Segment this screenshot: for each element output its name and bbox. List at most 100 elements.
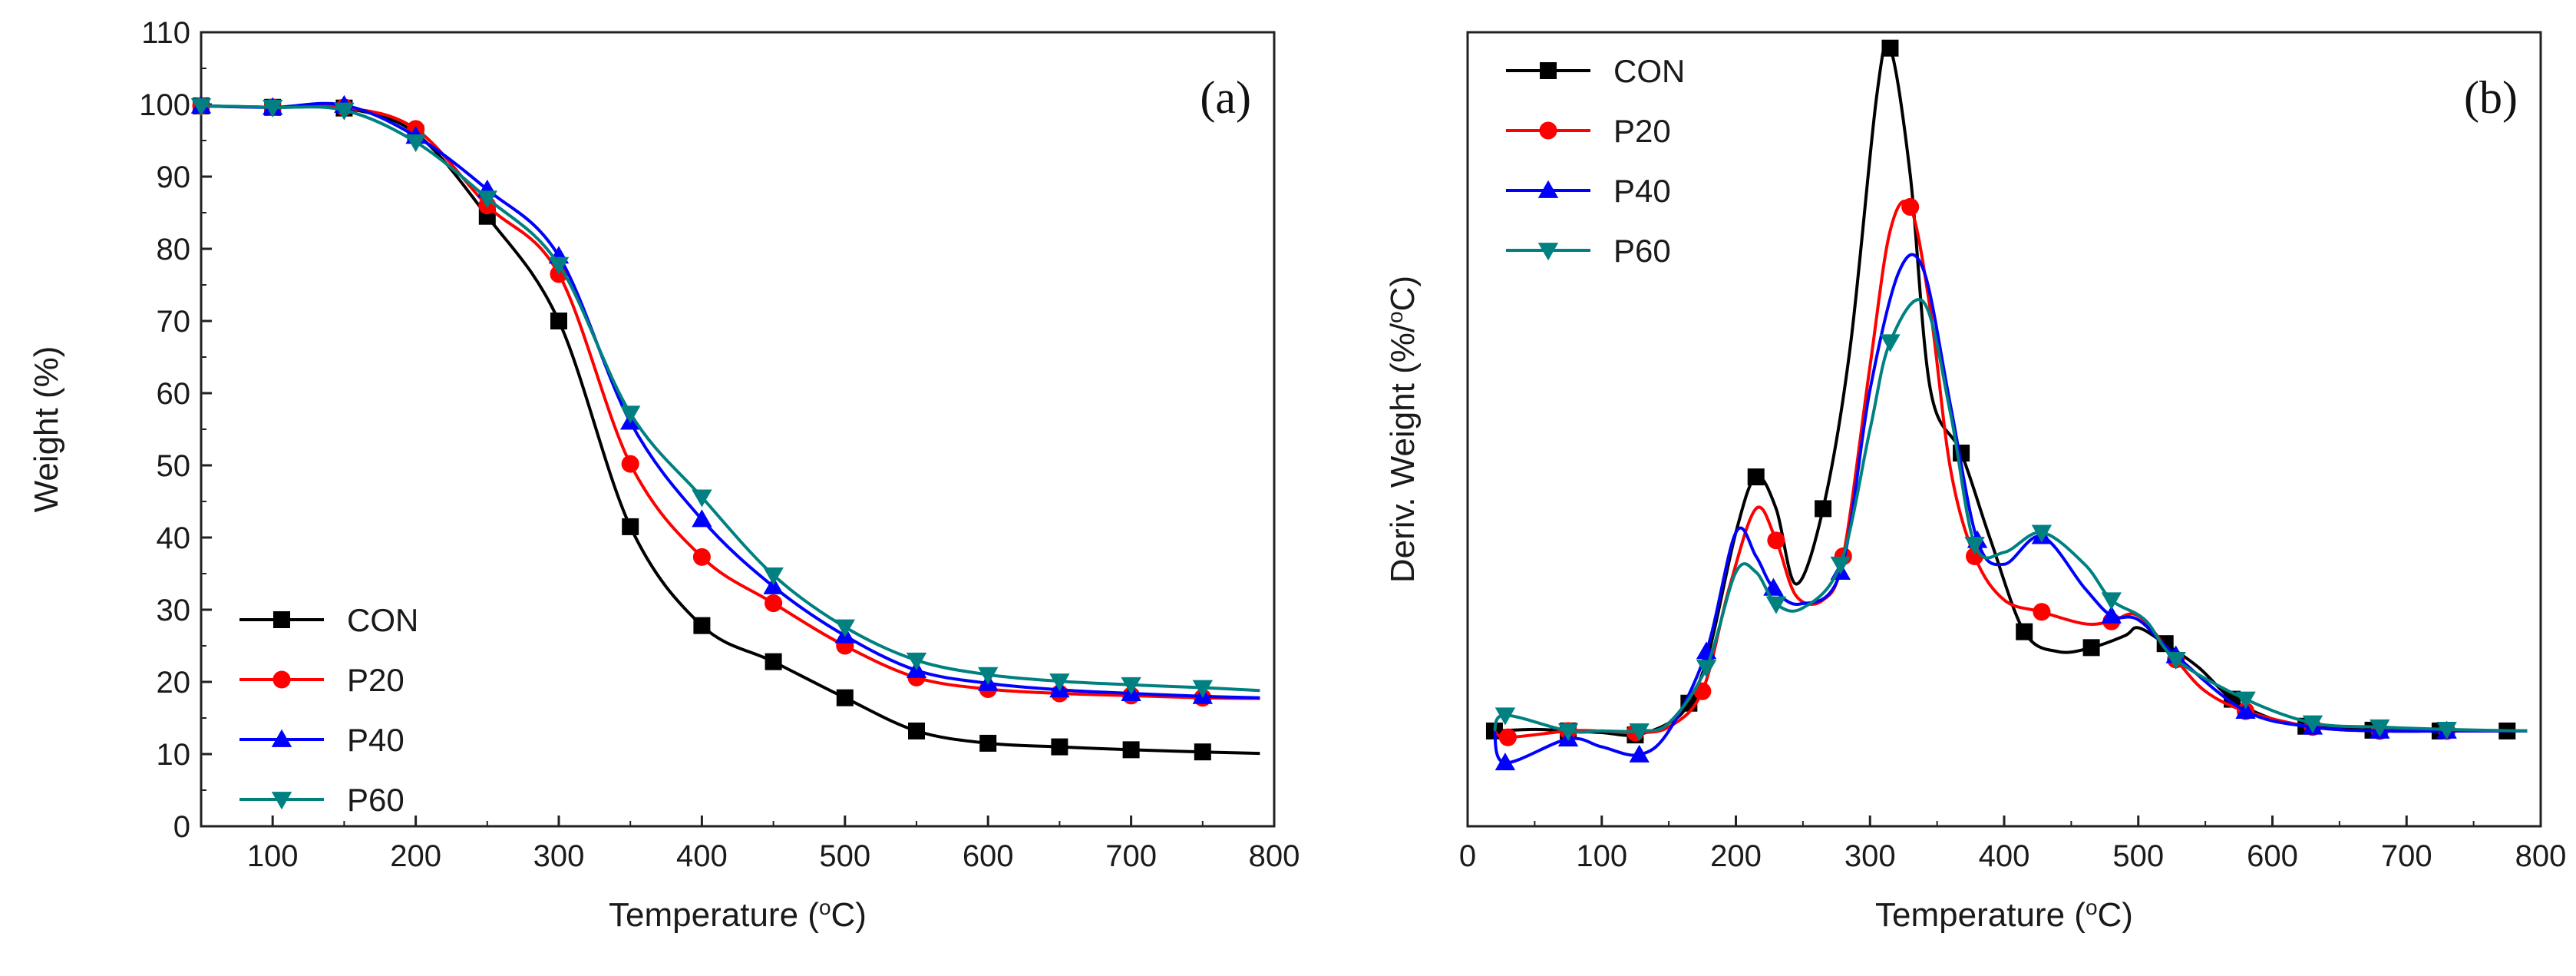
data-point-con [836, 689, 854, 706]
series-line-p60 [1493, 298, 2528, 734]
data-point-p60 [692, 489, 712, 508]
legend-label: P20 [347, 662, 405, 698]
legend-item-con: CON [239, 602, 418, 638]
y-tick-label: 110 [141, 16, 190, 50]
legend: CON P20 P40 P60 [239, 602, 418, 818]
data-point-p20 [1767, 531, 1785, 550]
x-tick-label: 100 [1576, 839, 1627, 873]
legend-label: P60 [1613, 233, 1671, 269]
data-point-p60 [190, 98, 212, 117]
x-tick-label: 300 [533, 839, 585, 873]
data-point-p60 [1830, 556, 1851, 574]
data-point-p60 [763, 567, 784, 586]
data-point-con [1051, 738, 1068, 756]
series-p40 [1493, 253, 2528, 765]
data-point-p60 [1557, 723, 1579, 742]
data-point-con [693, 617, 711, 634]
data-point-p40 [692, 509, 712, 528]
data-point-p20 [765, 594, 783, 613]
legend-item-p40: P40 [1506, 173, 1671, 209]
data-point-con [765, 653, 782, 670]
legend-marker [1537, 243, 1559, 261]
x-tick-label: 500 [819, 839, 870, 873]
data-point-p60 [2436, 721, 2457, 740]
data-point-p60 [1964, 537, 1985, 555]
legend-item-p40: P40 [239, 722, 405, 758]
legend-marker [271, 729, 292, 747]
data-point-con [2082, 639, 2100, 657]
x-tick-label: 100 [247, 839, 299, 873]
panel-label: (b) [2464, 72, 2518, 123]
x-tick-label: 600 [2247, 839, 2298, 873]
x-tick-label: 0 [1459, 839, 1476, 873]
x-tick-label: 400 [1979, 839, 2030, 873]
data-point-p60 [1765, 596, 1787, 614]
y-tick-label: 90 [157, 160, 191, 194]
data-point-p60 [2101, 592, 2122, 610]
legend-marker [1537, 180, 1559, 198]
data-point-p40 [1629, 744, 1650, 763]
data-point-con [550, 313, 567, 329]
data-point-con [1815, 500, 1832, 518]
data-point-p60 [263, 99, 283, 117]
y-tick-label: 40 [157, 521, 191, 555]
data-point-p40 [2235, 700, 2256, 719]
legend-marker [273, 611, 290, 628]
x-tick-label: 200 [390, 839, 441, 873]
x-tick-label: 300 [1844, 839, 1896, 873]
x-tick-label: 800 [2515, 839, 2567, 873]
data-point-p60 [405, 134, 426, 153]
panel-a-tga-chart: 100 200 300 400 500 600 700 800 0 10 20 30 40 50 60 70 8… [28, 16, 1300, 934]
data-point-p40 [763, 576, 784, 594]
data-point-p60 [334, 102, 355, 121]
y-tick-label: 60 [157, 377, 191, 411]
legend-marker [1539, 121, 1557, 140]
data-point-p20 [1498, 728, 1517, 746]
legend-marker [271, 792, 292, 810]
legend-item-con: CON [1506, 53, 1685, 89]
legend-label: CON [347, 602, 418, 638]
series-markers-p60 [190, 98, 1213, 698]
data-point-p60 [1121, 677, 1141, 695]
y-axis-label: Deriv. Weight (%/oC) [1383, 276, 1422, 583]
data-point-con [622, 518, 639, 535]
x-axis-label: Temperature (oC) [1875, 895, 2133, 935]
legend-label: CON [1613, 53, 1685, 89]
y-tick-label: 50 [157, 449, 191, 483]
y-axis-label: Weight (%) [28, 346, 65, 513]
legend-label: P40 [1613, 173, 1671, 209]
data-point-p60 [477, 190, 497, 209]
legend-item-p20: P20 [239, 662, 405, 698]
series-markers-p60 [1494, 334, 2457, 742]
data-point-p60 [978, 667, 999, 685]
data-point-p60 [548, 256, 570, 275]
y-tick-label: 0 [173, 810, 190, 844]
panel-b-dtg-chart: 0 100 200 300 400 500 600 700 800 Temperature (oC… [1383, 31, 2567, 935]
data-point-p20 [692, 548, 711, 566]
y-tick-label: 20 [157, 666, 191, 700]
data-point-p60 [1192, 680, 1213, 698]
data-point-p60 [1494, 707, 1516, 726]
x-tick-label: 700 [1105, 839, 1157, 873]
data-point-p60 [2235, 691, 2256, 710]
legend-marker [1540, 62, 1557, 79]
data-point-p60 [834, 619, 855, 637]
legend-item-p20: P20 [1506, 113, 1671, 149]
x-tick-label: 200 [1710, 839, 1762, 873]
data-point-p60 [620, 405, 641, 424]
data-point-con [908, 722, 925, 739]
y-tick-label: 30 [157, 594, 191, 627]
y-tick-label: 70 [157, 305, 191, 339]
data-point-p60 [2031, 524, 2053, 543]
data-point-p60 [1696, 660, 1717, 678]
panel-label: (a) [1200, 72, 1251, 123]
x-tick-label: 500 [2112, 839, 2164, 873]
x-tick-label: 800 [1249, 839, 1300, 873]
legend-item-p60: P60 [239, 782, 405, 818]
data-point-p40 [1494, 753, 1516, 771]
data-point-p60 [1880, 334, 1901, 352]
data-point-p20 [621, 455, 639, 473]
legend: CON P20 P40 P60 [1506, 53, 1685, 269]
